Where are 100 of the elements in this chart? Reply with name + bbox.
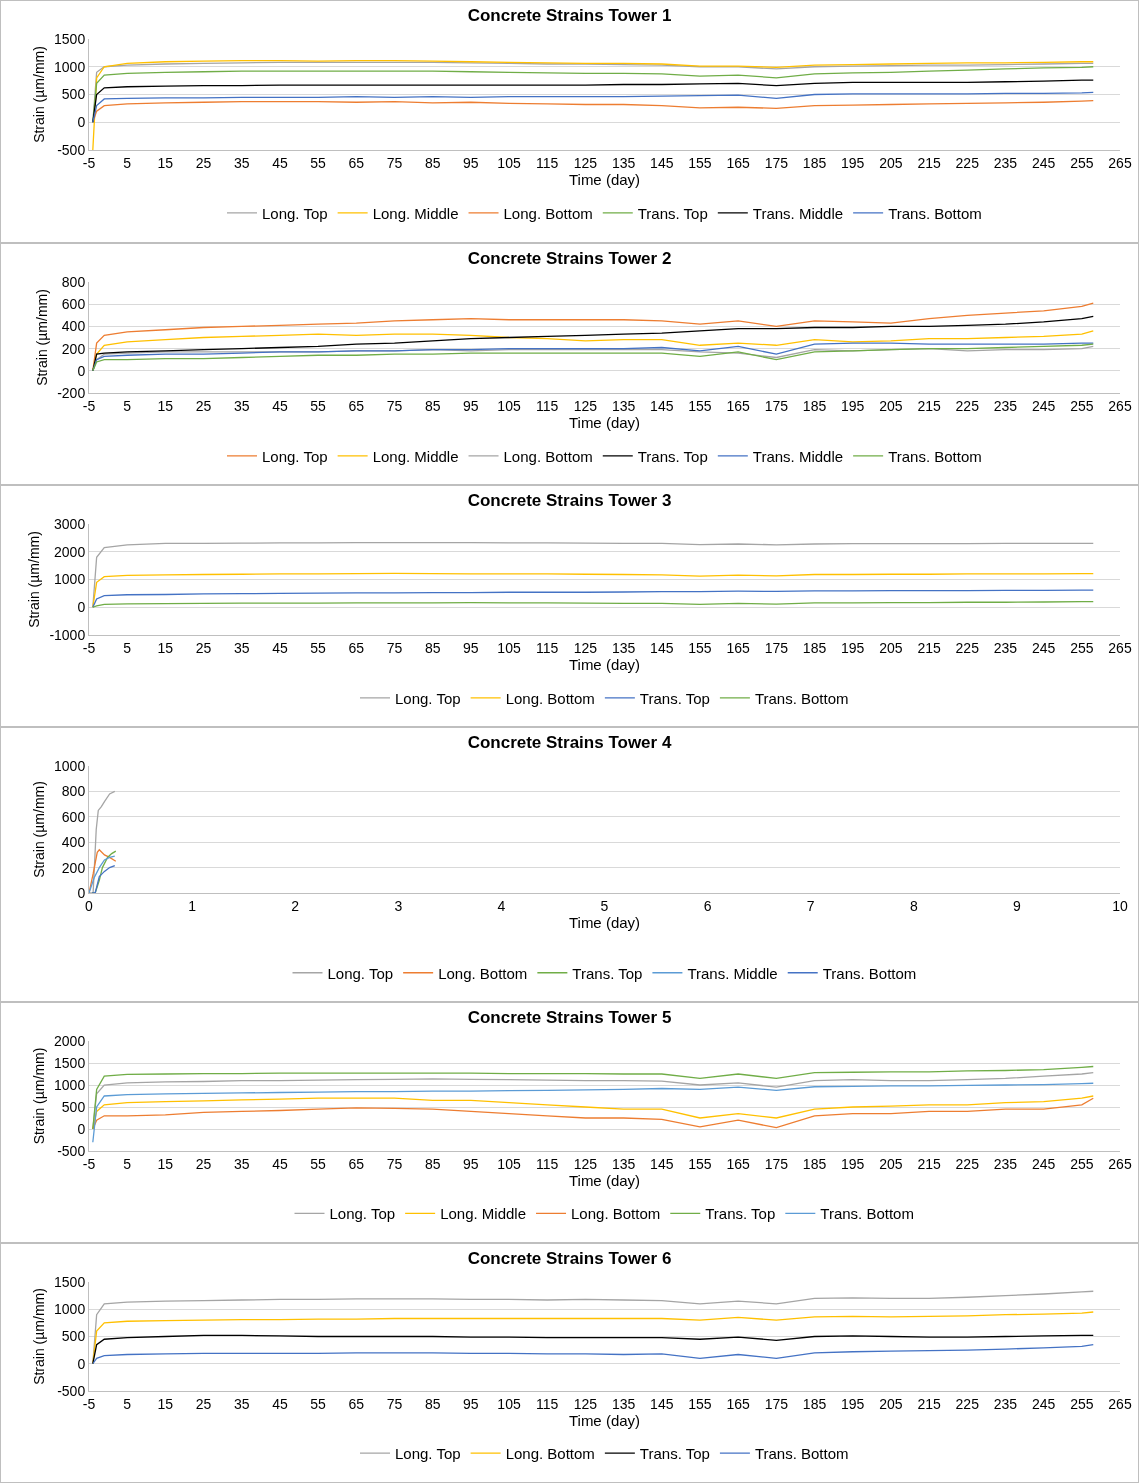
x-tick-label: 255 [1070,397,1094,414]
x-tick-label: 95 [463,1395,479,1412]
x-tick-label: 235 [993,639,1018,656]
line-series [92,1334,1094,1365]
legend-label: Trans. Middle [752,204,844,222]
x-tick-label: 165 [726,1395,751,1412]
x-tick-label: 65 [348,397,365,414]
x-tick-label: 105 [497,1155,521,1172]
x-tick-label: 125 [573,397,598,414]
y-tick-label: 1500 [54,1054,86,1071]
x-tick-label: 105 [497,639,521,656]
line-series [92,589,1094,608]
line-series [92,1082,1094,1143]
line-series [92,1344,1094,1365]
x-tick-label: 95 [463,1155,479,1172]
x-tick-label: 115 [536,1395,559,1412]
x-tick-label: 255 [1070,1155,1094,1172]
legend-label: Long. Bottom [571,1205,661,1223]
x-tick-label: 105 [497,154,521,171]
line-series [92,79,1094,123]
x-tick-label: 35 [233,639,250,656]
x-tick-label: 235 [993,397,1018,414]
x-axis-title: Time (day) [568,1411,641,1429]
legend-label: Long. Middle [372,204,459,222]
x-tick-label: 135 [611,397,636,414]
chart-title: Concrete Strains Tower 3 [467,490,672,510]
x-tick-label: 15 [157,397,174,414]
x-tick-label: 7 [806,897,815,914]
legend-label: Trans. Top [572,964,643,982]
x-tick-label: 165 [726,1155,751,1172]
y-tick-label: 0 [77,884,86,901]
x-tick-label: 45 [272,1155,288,1172]
x-tick-label: 255 [1070,154,1094,171]
x-tick-label: 145 [650,1155,674,1172]
x-tick-label: 75 [386,1395,403,1412]
x-tick-label: 235 [993,1155,1018,1172]
x-tick-label: 125 [573,154,598,171]
y-tick-label: 1500 [54,1273,86,1290]
x-tick-label: 225 [955,1395,980,1412]
x-tick-label: 175 [764,154,789,171]
y-tick-label: 500 [61,1328,86,1345]
y-tick-label: 0 [77,1355,86,1372]
x-tick-label: 4 [497,897,506,914]
x-tick-label: 135 [611,1395,636,1412]
x-tick-label: 155 [688,639,712,656]
x-tick-label: 15 [157,1155,174,1172]
x-tick-label: 165 [726,154,751,171]
x-tick-label: 65 [348,1395,365,1412]
x-tick-label: 215 [917,154,941,171]
x-tick-label: 35 [233,154,250,171]
x-tick-label: 205 [879,154,903,171]
x-tick-label: 25 [195,1395,212,1412]
x-tick-label: 265 [1108,1395,1132,1412]
x-tick-label: 5 [123,1395,132,1412]
x-tick-label: 115 [536,1155,559,1172]
legend-label: Trans. Bottom [820,1205,914,1223]
y-tick-label: 1000 [54,571,86,588]
line-series [89,855,116,893]
x-tick-label: 25 [195,639,212,656]
y-tick-label: 2000 [54,543,86,560]
x-axis-title: Time (day) [568,170,641,188]
legend-label: Trans. Middle [687,964,778,982]
legend-label: Trans. Top [637,447,708,465]
x-tick-label: 95 [463,639,479,656]
x-tick-label: 245 [1031,639,1056,656]
x-tick-label: 65 [348,639,365,656]
x-tick-label: 45 [272,397,288,414]
x-tick-label: 45 [272,154,288,171]
y-tick-label: 0 [77,1120,86,1137]
x-tick-label: 5 [123,154,132,171]
y-tick-label: 1000 [54,757,86,774]
x-tick-label: 125 [573,639,598,656]
x-tick-label: 225 [955,397,980,414]
x-tick-label: 155 [688,1155,712,1172]
x-tick-label: 265 [1108,397,1132,414]
legend-label: Long. Bottom [505,1444,595,1462]
x-tick-label: 45 [272,639,288,656]
x-tick-label: 15 [157,1395,174,1412]
legend-label: Trans. Bottom [754,689,849,707]
x-tick-label: 145 [650,154,674,171]
x-tick-label: 135 [611,639,636,656]
x-tick-label: 75 [386,639,403,656]
x-tick-label: 65 [348,1155,365,1172]
legend-label: Long. Bottom [503,204,593,222]
y-axis-title: Strain (µm/mm) [30,46,47,143]
legend-label: Trans. Bottom [888,204,982,222]
legend-label: Trans. Top [639,1444,710,1462]
x-tick-label: 265 [1108,639,1132,656]
legend-label: Trans. Bottom [754,1444,849,1462]
x-tick-label: 85 [424,154,441,171]
legend-label: Long. Top [395,1444,461,1462]
y-tick-label: 1000 [54,1301,86,1318]
x-tick-label: 215 [917,639,941,656]
x-tick-label: 85 [424,397,441,414]
x-tick-label: 205 [879,639,903,656]
x-tick-label: 175 [764,1395,789,1412]
x-tick-label: 215 [917,397,941,414]
x-tick-label: 185 [802,639,827,656]
x-tick-label: 215 [917,1395,941,1412]
x-tick-label: 55 [310,639,327,656]
